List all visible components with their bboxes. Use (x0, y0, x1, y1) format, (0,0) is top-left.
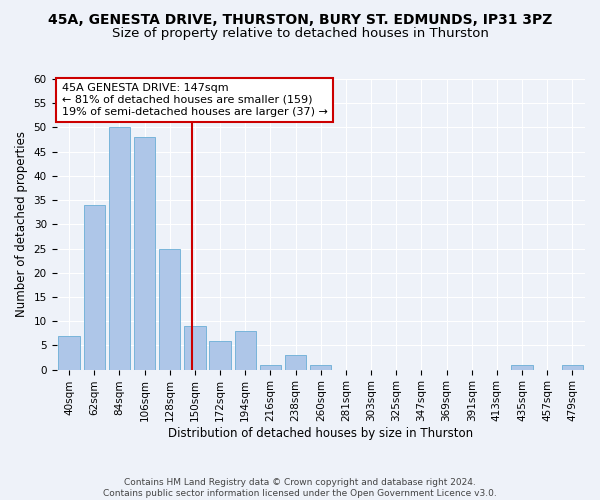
Bar (83, 205, 105, 370)
Y-axis label: Number of detached properties: Number of detached properties (15, 132, 28, 318)
Bar (235, 331, 256, 370)
Bar (58, 336, 80, 370)
Bar (310, 365, 331, 370)
Bar (260, 365, 281, 370)
Bar (511, 365, 533, 370)
Text: Contains HM Land Registry data © Crown copyright and database right 2024.
Contai: Contains HM Land Registry data © Crown c… (103, 478, 497, 498)
Bar (159, 248, 181, 370)
Bar (184, 326, 206, 370)
Text: 45A GENESTA DRIVE: 147sqm
← 81% of detached houses are smaller (159)
19% of semi: 45A GENESTA DRIVE: 147sqm ← 81% of detac… (62, 84, 328, 116)
Text: Size of property relative to detached houses in Thurston: Size of property relative to detached ho… (112, 28, 488, 40)
Bar (285, 355, 306, 370)
Bar (209, 340, 231, 370)
Text: 45A, GENESTA DRIVE, THURSTON, BURY ST. EDMUNDS, IP31 3PZ: 45A, GENESTA DRIVE, THURSTON, BURY ST. E… (48, 12, 552, 26)
Bar (562, 365, 583, 370)
Bar (134, 137, 155, 370)
Bar (109, 128, 130, 370)
X-axis label: Distribution of detached houses by size in Thurston: Distribution of detached houses by size … (168, 427, 473, 440)
